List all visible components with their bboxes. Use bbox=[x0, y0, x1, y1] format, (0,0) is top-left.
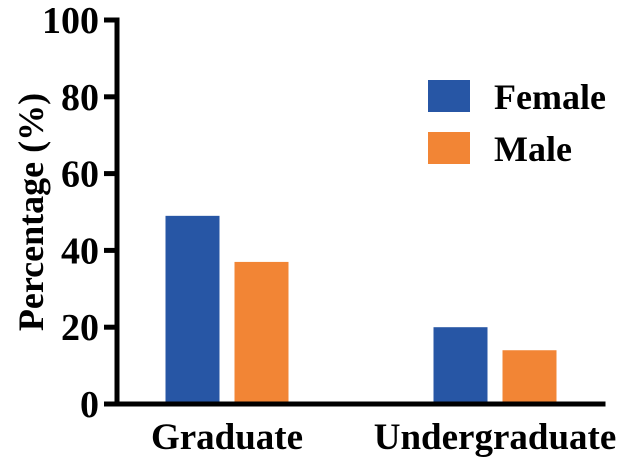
bar-male-graduate bbox=[234, 261, 289, 404]
x-tick-label: Undergraduate bbox=[374, 417, 617, 458]
bar-male-undergraduate bbox=[502, 350, 557, 404]
y-axis-title: Percentage (%) bbox=[11, 93, 51, 331]
legend: Female Male bbox=[428, 77, 606, 169]
legend-label-female: Female bbox=[494, 77, 606, 117]
y-tick-label: 100 bbox=[42, 0, 99, 42]
bar-female-graduate bbox=[165, 215, 220, 404]
legend-swatch-male bbox=[428, 132, 470, 164]
bar-female-undergraduate bbox=[433, 327, 488, 404]
y-tick-label: 60 bbox=[61, 154, 99, 196]
y-ticks: 0 20 40 60 80 100 bbox=[42, 0, 117, 426]
y-tick-label: 80 bbox=[61, 77, 99, 119]
y-tick-label: 20 bbox=[61, 307, 99, 349]
legend-label-male: Male bbox=[494, 129, 572, 169]
legend-swatch-female bbox=[428, 80, 470, 112]
bars-layer bbox=[165, 215, 557, 404]
y-tick-label: 40 bbox=[61, 230, 99, 272]
x-tick-labels: Graduate Undergraduate bbox=[151, 417, 616, 458]
x-tick-label: Graduate bbox=[151, 417, 303, 458]
y-tick-label: 0 bbox=[80, 384, 99, 426]
